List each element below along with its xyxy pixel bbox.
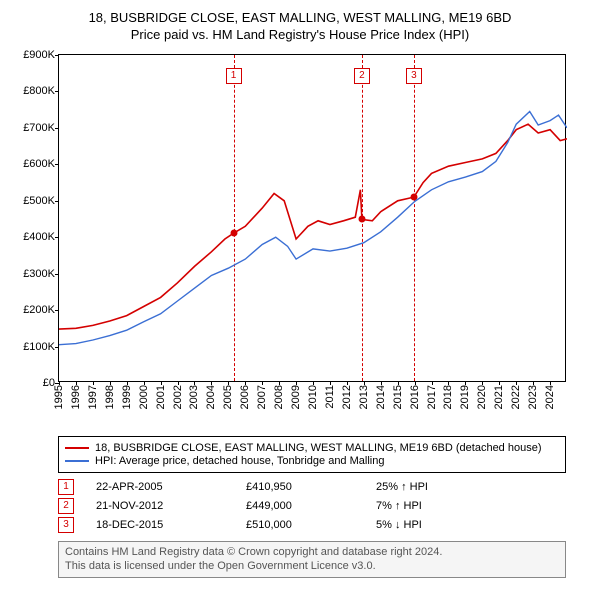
y-axis-tick-label: £200K (23, 304, 55, 316)
x-axis-tick-label: 2011 (324, 385, 336, 409)
sale-row-marker: 1 (58, 479, 74, 495)
attribution-footnote: Contains HM Land Registry data © Crown c… (58, 541, 566, 578)
chart-lines (59, 55, 567, 383)
x-axis-tick-label: 2007 (256, 385, 268, 409)
footnote-line2: This data is licensed under the Open Gov… (65, 559, 559, 573)
sale-price: £410,950 (246, 481, 376, 493)
x-axis-tick-label: 2004 (205, 385, 217, 409)
sale-date: 21-NOV-2012 (96, 500, 246, 512)
x-axis-tick-label: 2020 (476, 385, 488, 409)
sale-date: 18-DEC-2015 (96, 519, 246, 531)
y-axis-tick-label: £500K (23, 195, 55, 207)
sale-hpi-diff: 7% ↑ HPI (376, 500, 496, 512)
x-axis-tick-label: 2013 (358, 385, 370, 409)
sale-price: £449,000 (246, 500, 376, 512)
chart-title-line2: Price paid vs. HM Land Registry's House … (12, 27, 588, 42)
y-axis-tick-label: £900K (23, 49, 55, 61)
y-axis-tick-label: £600K (23, 158, 55, 170)
sale-row-marker: 3 (58, 517, 74, 533)
y-axis-tick-label: £800K (23, 85, 55, 97)
x-axis-tick-label: 2023 (527, 385, 539, 409)
x-axis-tick-label: 2003 (188, 385, 200, 409)
x-axis-tick-label: 2008 (273, 385, 285, 409)
x-axis-tick-label: 2014 (375, 385, 387, 409)
x-axis-tick-label: 2016 (409, 385, 421, 409)
x-axis-tick-label: 2017 (426, 385, 438, 409)
x-axis-tick-label: 2001 (155, 385, 167, 409)
x-axis-tick-label: 2000 (138, 385, 150, 409)
x-axis-tick-label: 1995 (53, 385, 65, 409)
sale-price: £510,000 (246, 519, 376, 531)
y-axis-tick-label: £700K (23, 122, 55, 134)
legend-label: 18, BUSBRIDGE CLOSE, EAST MALLING, WEST … (95, 442, 542, 454)
chart-title-line1: 18, BUSBRIDGE CLOSE, EAST MALLING, WEST … (12, 10, 588, 25)
x-axis-tick-label: 2015 (392, 385, 404, 409)
sale-row: 3 18-DEC-2015£510,0005% ↓ HPI (58, 517, 566, 533)
sales-table: 1 22-APR-2005£410,95025% ↑ HPI 2 21-NOV-201… (58, 479, 566, 533)
x-axis-tick-label: 1998 (104, 385, 116, 409)
series-line-hpi (59, 112, 567, 345)
x-axis-tick-label: 2010 (307, 385, 319, 409)
legend-item: HPI: Average price, detached house, Tonb… (65, 455, 559, 467)
x-axis-tick-label: 1996 (70, 385, 82, 409)
x-axis-tick-label: 2024 (544, 385, 556, 409)
sale-hpi-diff: 5% ↓ HPI (376, 519, 496, 531)
legend-swatch (65, 460, 89, 462)
x-axis-tick-label: 2012 (341, 385, 353, 409)
y-axis-tick-label: £300K (23, 268, 55, 280)
legend-swatch (65, 447, 89, 449)
sale-row-marker: 2 (58, 498, 74, 514)
series-line-property_price (59, 124, 567, 329)
legend-item: 18, BUSBRIDGE CLOSE, EAST MALLING, WEST … (65, 442, 559, 454)
x-axis-tick-label: 2002 (172, 385, 184, 409)
x-axis-tick-label: 1997 (87, 385, 99, 409)
x-axis-tick-label: 2005 (222, 385, 234, 409)
sale-row: 2 21-NOV-2012£449,0007% ↑ HPI (58, 498, 566, 514)
legend: 18, BUSBRIDGE CLOSE, EAST MALLING, WEST … (58, 436, 566, 473)
x-axis-tick-label: 2009 (290, 385, 302, 409)
plot-area: £0£100K£200K£300K£400K£500K£600K£700K£80… (58, 54, 566, 382)
legend-label: HPI: Average price, detached house, Tonb… (95, 455, 384, 467)
sale-row: 1 22-APR-2005£410,95025% ↑ HPI (58, 479, 566, 495)
y-axis-tick-label: £100K (23, 341, 55, 353)
x-axis-tick-label: 2018 (442, 385, 454, 409)
x-axis-tick-label: 2019 (459, 385, 471, 409)
y-axis-tick-label: £400K (23, 231, 55, 243)
x-axis-tick-label: 2022 (510, 385, 522, 409)
x-axis-tick-label: 1999 (121, 385, 133, 409)
x-axis-tick-label: 2006 (239, 385, 251, 409)
footnote-line1: Contains HM Land Registry data © Crown c… (65, 545, 559, 559)
x-axis-tick-label: 2021 (493, 385, 505, 409)
sale-hpi-diff: 25% ↑ HPI (376, 481, 496, 493)
sale-date: 22-APR-2005 (96, 481, 246, 493)
chart: £0£100K£200K£300K£400K£500K£600K£700K£80… (12, 48, 588, 428)
